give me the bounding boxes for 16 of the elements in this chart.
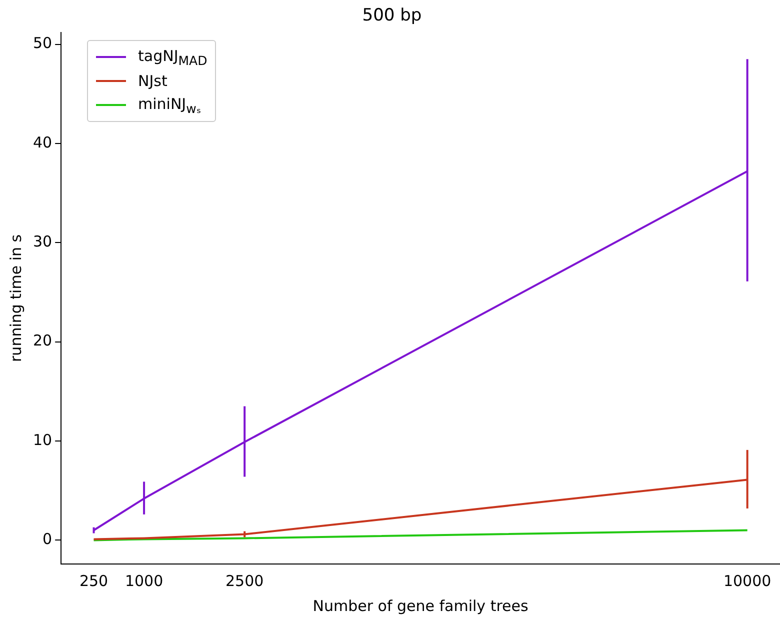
y-axis-title: running time in s xyxy=(6,234,25,362)
x-tick-label: 1000 xyxy=(124,572,164,590)
y-tick-label: 30 xyxy=(32,232,52,251)
y-tick-label: 0 xyxy=(42,530,52,548)
x-axis-title: Number of gene family trees xyxy=(312,596,529,615)
legend-label: miniNJ$_{wₛ}$ xyxy=(138,94,201,116)
x-tick-label: 250 xyxy=(79,572,108,590)
y-tick-label: 10 xyxy=(32,430,52,449)
chart-title: 500 bp xyxy=(362,6,422,26)
y-tick-label: 50 xyxy=(32,34,52,52)
legend-label: tagNJ$_{MAD}$ xyxy=(138,46,208,68)
y-tick-label: 40 xyxy=(32,133,52,152)
legend-label: NJst xyxy=(138,72,168,90)
x-tick-label: 10000 xyxy=(723,572,772,590)
y-tick-label: 20 xyxy=(32,332,52,350)
x-tick-label: 2500 xyxy=(225,572,264,590)
